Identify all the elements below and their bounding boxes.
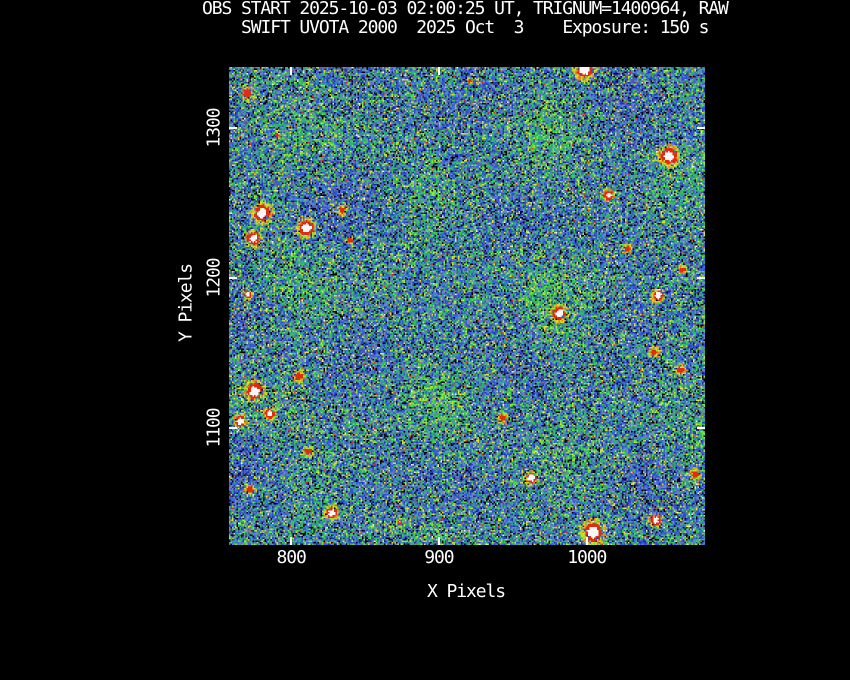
y-tick-label: 1300 (203, 108, 225, 148)
x-tick-mark (290, 537, 293, 545)
x-tick-label: 1000 (567, 547, 607, 568)
x-tick-mark (290, 67, 293, 75)
x-tick-label: 900 (424, 547, 454, 568)
x-tick-mark (585, 67, 588, 75)
y-tick-mark (229, 427, 237, 430)
y-tick-mark (697, 127, 705, 130)
y-tick-mark (697, 277, 705, 280)
x-tick-mark (437, 67, 440, 75)
y-tick-mark (229, 277, 237, 280)
x-axis-label: X Pixels (427, 581, 506, 602)
noise-image-canvas (229, 67, 705, 545)
y-tick-label: 1200 (203, 258, 225, 298)
y-axis-label: Y Pixels (175, 264, 197, 342)
title-line-1: OBS START 2025-10-03 02:00:25 UT, TRIGNU… (202, 0, 729, 19)
y-tick-mark (229, 127, 237, 130)
title-line-2: SWIFT UVOTA 2000 2025 Oct 3 Exposure: 15… (241, 17, 709, 38)
x-tick-mark (585, 537, 588, 545)
x-tick-mark (437, 537, 440, 545)
y-tick-label: 1100 (203, 408, 225, 448)
x-tick-label: 800 (276, 547, 306, 568)
y-tick-mark (697, 427, 705, 430)
